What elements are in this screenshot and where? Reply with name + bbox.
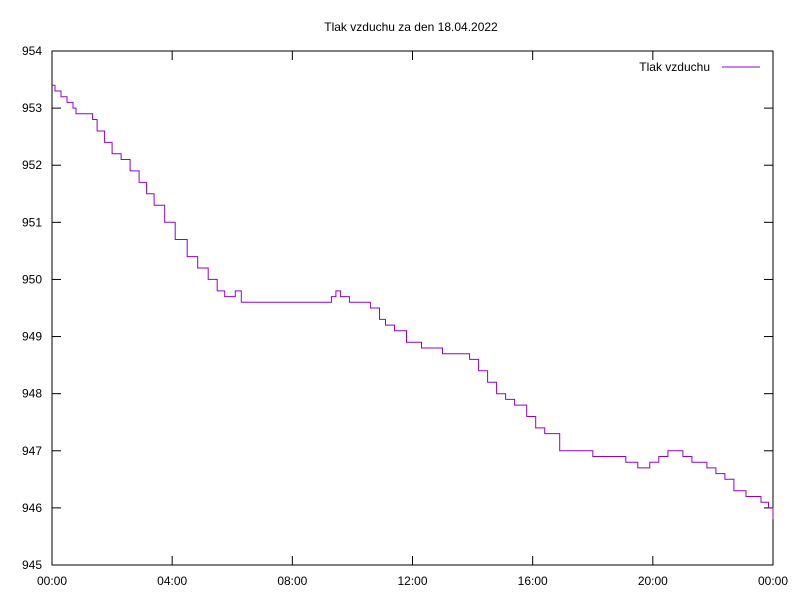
legend-label: Tlak vzduchu <box>639 60 710 74</box>
plot-area <box>51 50 774 566</box>
x-tick-label: 04:00 <box>157 574 187 588</box>
x-tick-label: 16:00 <box>518 574 548 588</box>
y-tick-labels: 945 946 947 948 949 950 951 952 953 954 <box>22 44 42 572</box>
y-tick-label: 951 <box>22 215 42 229</box>
y-tick-label: 949 <box>22 330 42 344</box>
y-tick-label: 954 <box>22 44 42 58</box>
y-tick-label: 948 <box>22 387 42 401</box>
x-tick-label: 12:00 <box>397 574 427 588</box>
x-tick-label: 00:00 <box>758 574 788 588</box>
y-tick-label: 946 <box>22 501 42 515</box>
x-tick-labels: 00:00 04:00 08:00 12:00 16:00 20:00 00:00 <box>37 574 788 588</box>
axis-ticks <box>51 50 774 566</box>
x-tick-label: 08:00 <box>277 574 307 588</box>
x-tick-label: 00:00 <box>37 574 67 588</box>
series-lines <box>52 84 774 520</box>
y-tick-label: 950 <box>22 272 42 286</box>
y-tick-label: 953 <box>22 101 42 115</box>
y-tick-label: 952 <box>22 158 42 172</box>
legend: Tlak vzduchu <box>639 60 760 74</box>
x-tick-label: 20:00 <box>638 574 668 588</box>
y-tick-label: 947 <box>22 444 42 458</box>
chart-title: Tlak vzduchu za den 18.04.2022 <box>324 20 498 34</box>
series-line <box>52 84 774 520</box>
y-tick-label: 945 <box>22 558 42 572</box>
